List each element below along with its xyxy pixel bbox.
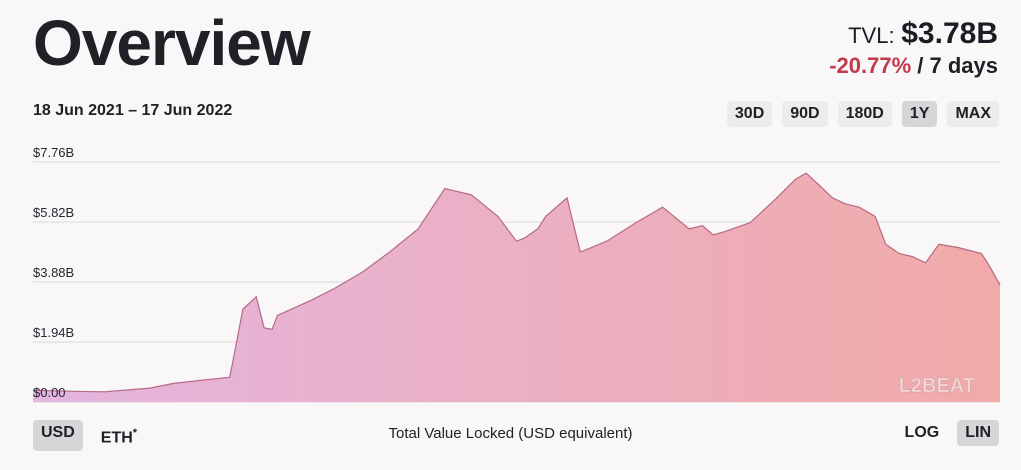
- range-selector: 30D 90D 180D 1Y MAX: [726, 101, 999, 127]
- range-button-180d[interactable]: 180D: [837, 101, 892, 127]
- tvl-line-series: [32, 172, 1001, 393]
- currency-eth-mark: *: [132, 427, 138, 439]
- tvl-area: [33, 173, 1000, 402]
- tvl-line: TVL: $3.78B: [829, 16, 998, 52]
- tvl-value: $3.78B: [901, 17, 998, 50]
- y-tick-label: $7.76B: [33, 145, 74, 160]
- scale-lin-button[interactable]: LIN: [957, 420, 999, 446]
- watermark-logo: L2BEAT: [899, 375, 975, 397]
- tvl-label: TVL:: [848, 23, 895, 48]
- range-button-90d[interactable]: 90D: [782, 101, 828, 127]
- tvl-change-value: -20.77%: [829, 53, 912, 78]
- tvl-change-period: / 7 days: [917, 53, 998, 78]
- scale-selector: LOG LIN: [897, 420, 999, 446]
- page-title: Overview: [33, 7, 311, 79]
- y-tick-labels: $0.00 $1.94B $3.88B $5.82B $7.76B: [33, 145, 74, 400]
- range-button-30d[interactable]: 30D: [726, 101, 773, 127]
- chart-caption: Total Value Locked (USD equivalent): [388, 425, 633, 442]
- scale-log-button[interactable]: LOG: [904, 424, 940, 441]
- y-tick-label: $1.94B: [33, 325, 74, 340]
- currency-eth-button[interactable]: ETH*: [93, 420, 145, 451]
- currency-eth-label: ETH: [100, 429, 133, 447]
- range-button-max[interactable]: MAX: [947, 101, 999, 127]
- date-range: 18 Jun 2021 – 17 Jun 2022: [33, 102, 233, 119]
- tvl-change: -20.77% / 7 days: [829, 53, 998, 78]
- tvl-chart: $0.00 $1.94B $3.88B $5.82B $7.76B L2BEAT: [32, 145, 1001, 403]
- currency-selector: USD ETH*: [33, 420, 145, 452]
- y-tick-label: $3.88B: [33, 265, 74, 280]
- range-button-1y[interactable]: 1Y: [901, 101, 938, 127]
- currency-usd-button[interactable]: USD: [33, 420, 83, 452]
- tvl-summary: TVL: $3.78B -20.77% / 7 days: [829, 16, 998, 78]
- y-tick-label: $5.82B: [33, 205, 74, 220]
- y-tick-label: $0.00: [33, 385, 66, 400]
